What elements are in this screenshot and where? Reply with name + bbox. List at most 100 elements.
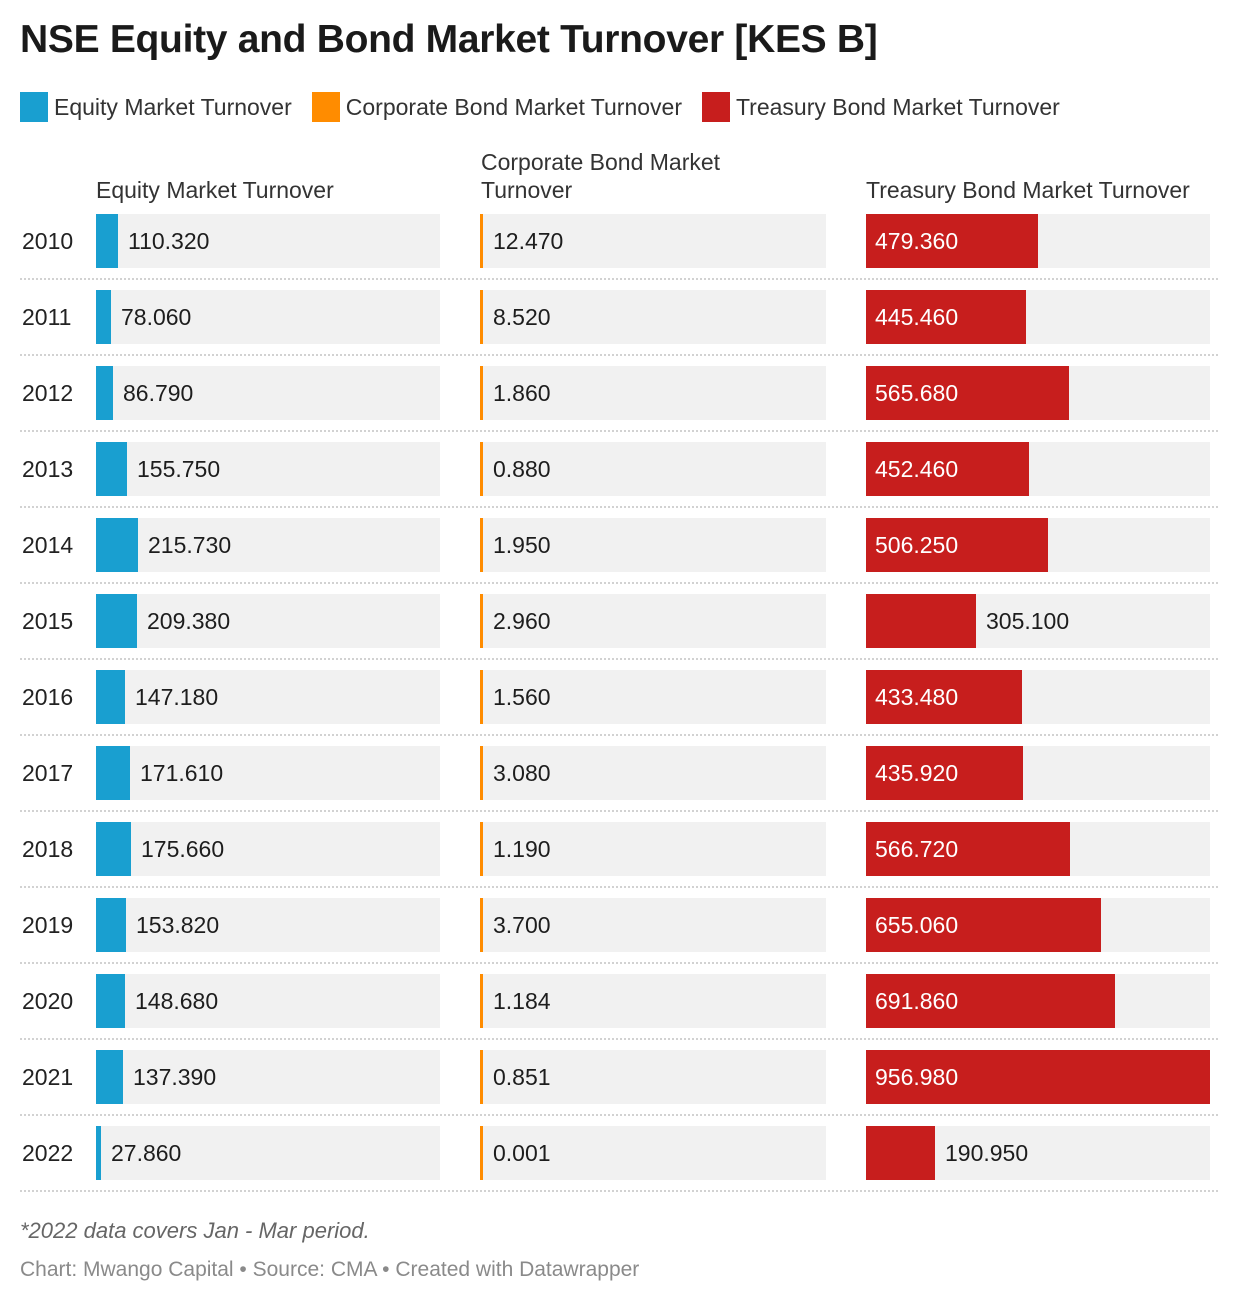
legend-item-treasury-bond: Treasury Bond Market Turnover bbox=[701, 92, 1060, 122]
value-label-equity: 147.180 bbox=[135, 684, 219, 710]
value-label-treasury-bond: 190.950 bbox=[945, 1140, 1029, 1166]
row-separator bbox=[20, 1190, 1218, 1192]
year-label: 2011 bbox=[22, 304, 72, 330]
chart-rows: 2010 110.320 12.470 479.360 2011 78.060 8.520 4… bbox=[20, 214, 1218, 1202]
bar-corporate-bond bbox=[480, 442, 483, 496]
row-separator bbox=[20, 506, 1218, 508]
bar-track-treasury-bond: 956.980 bbox=[866, 1050, 1210, 1104]
column-header-treasury-bond: Treasury Bond Market Turnover bbox=[866, 146, 1216, 204]
value-label-treasury-bond: 506.250 bbox=[875, 532, 959, 558]
table-row: 2015 209.380 2.960 305.100 bbox=[20, 594, 1218, 670]
value-label-corporate-bond: 0.880 bbox=[493, 456, 551, 482]
bar-treasury-bond bbox=[866, 214, 1038, 268]
table-row: 2022 27.860 0.001 190.950 bbox=[20, 1126, 1218, 1202]
bar-track-corporate-bond: 1.950 bbox=[480, 518, 826, 572]
table-row: 2016 147.180 1.560 433.480 bbox=[20, 670, 1218, 746]
bar-track-equity: 86.790 bbox=[96, 366, 440, 420]
column-header-corporate-bond: Corporate Bond Market Turnover bbox=[481, 146, 761, 204]
bar-corporate-bond bbox=[480, 670, 483, 724]
year-label: 2017 bbox=[22, 760, 74, 786]
value-label-equity: 209.380 bbox=[147, 608, 231, 634]
bar-track-equity: 147.180 bbox=[96, 670, 440, 724]
bar-track-corporate-bond: 0.851 bbox=[480, 1050, 826, 1104]
value-label-equity: 137.390 bbox=[133, 1064, 217, 1090]
bar-corporate-bond bbox=[480, 746, 483, 800]
bar-treasury-bond bbox=[866, 1126, 935, 1180]
table-row: 2017 171.610 3.080 435.920 bbox=[20, 746, 1218, 822]
bar-equity bbox=[96, 1126, 101, 1180]
column-header-equity-text: Equity Market Turnover bbox=[96, 177, 334, 203]
value-label-treasury-bond: 956.980 bbox=[875, 1064, 959, 1090]
legend-item-equity: Equity Market Turnover bbox=[20, 92, 292, 122]
value-label-treasury-bond: 305.100 bbox=[986, 608, 1070, 634]
bar-treasury-bond bbox=[866, 442, 1029, 496]
bar-track-equity: 175.660 bbox=[96, 822, 440, 876]
value-label-corporate-bond: 12.470 bbox=[493, 228, 564, 254]
year-label: 2020 bbox=[22, 988, 74, 1014]
row-separator bbox=[20, 1114, 1218, 1116]
value-label-corporate-bond: 3.700 bbox=[493, 912, 551, 938]
bar-track-corporate-bond: 1.190 bbox=[480, 822, 826, 876]
year-label: 2014 bbox=[22, 532, 74, 558]
bar-equity bbox=[96, 518, 138, 572]
bar-track-equity: 148.680 bbox=[96, 974, 440, 1028]
table-row: 2020 148.680 1.184 691.860 bbox=[20, 974, 1218, 1050]
bar-treasury-bond bbox=[866, 822, 1070, 876]
bar-equity bbox=[96, 746, 130, 800]
value-label-treasury-bond: 435.920 bbox=[875, 760, 959, 786]
table-row: 2014 215.730 1.950 506.250 bbox=[20, 518, 1218, 594]
value-label-corporate-bond: 2.960 bbox=[493, 608, 551, 634]
bar-equity bbox=[96, 974, 125, 1028]
bar-track-equity: 110.320 bbox=[96, 214, 440, 268]
value-label-equity: 153.820 bbox=[136, 912, 220, 938]
table-row: 2012 86.790 1.860 565.680 bbox=[20, 366, 1218, 442]
year-label: 2021 bbox=[22, 1064, 74, 1090]
bar-track-treasury-bond: 479.360 bbox=[866, 214, 1210, 268]
bar-treasury-bond bbox=[866, 898, 1101, 952]
bar-track-equity: 78.060 bbox=[96, 290, 440, 344]
value-label-equity: 27.860 bbox=[111, 1140, 182, 1166]
bar-track-corporate-bond: 3.700 bbox=[480, 898, 826, 952]
value-label-equity: 110.320 bbox=[128, 228, 210, 254]
bar-track-treasury-bond: 566.720 bbox=[866, 822, 1210, 876]
bar-track-equity: 155.750 bbox=[96, 442, 440, 496]
bar-track-equity: 209.380 bbox=[96, 594, 440, 648]
column-header-treasury-bond-text: Treasury Bond Market Turnover bbox=[866, 177, 1190, 203]
row-separator bbox=[20, 278, 1218, 280]
row-separator bbox=[20, 354, 1218, 356]
value-label-equity: 215.730 bbox=[148, 532, 232, 558]
bar-track-corporate-bond: 0.880 bbox=[480, 442, 826, 496]
legend-swatch-equity bbox=[20, 92, 48, 122]
footnote: *2022 data covers Jan - Mar period. bbox=[20, 1218, 370, 1243]
value-label-corporate-bond: 3.080 bbox=[493, 760, 551, 786]
value-label-equity: 171.610 bbox=[140, 760, 224, 786]
bar-track-corporate-bond: 12.470 bbox=[480, 214, 826, 268]
bar-track-corporate-bond: 1.560 bbox=[480, 670, 826, 724]
row-separator bbox=[20, 1038, 1218, 1040]
bar-treasury-bond bbox=[866, 746, 1023, 800]
bar-corporate-bond bbox=[480, 290, 483, 344]
bar-corporate-bond bbox=[480, 974, 483, 1028]
bar-track-treasury-bond: 445.460 bbox=[866, 290, 1210, 344]
bar-track-corporate-bond: 3.080 bbox=[480, 746, 826, 800]
bar-track-corporate-bond: 0.001 bbox=[480, 1126, 826, 1180]
legend-label-corporate-bond: Corporate Bond Market Turnover bbox=[345, 93, 682, 120]
value-label-treasury-bond: 445.460 bbox=[875, 304, 959, 330]
bar-treasury-bond bbox=[866, 518, 1048, 572]
bar-equity bbox=[96, 366, 113, 420]
bar-track-treasury-bond: 435.920 bbox=[866, 746, 1210, 800]
table-row: 2011 78.060 8.520 445.460 bbox=[20, 290, 1218, 366]
bar-corporate-bond bbox=[480, 594, 483, 648]
bar-corporate-bond bbox=[480, 366, 483, 420]
row-separator bbox=[20, 886, 1218, 888]
bar-track-corporate-bond: 2.960 bbox=[480, 594, 826, 648]
bar-track-equity: 153.820 bbox=[96, 898, 440, 952]
bar-track-treasury-bond: 565.680 bbox=[866, 366, 1210, 420]
year-label: 2012 bbox=[22, 380, 74, 406]
column-header-corporate-bond-text: Corporate Bond Market Turnover bbox=[481, 149, 721, 203]
value-label-treasury-bond: 479.360 bbox=[875, 228, 959, 254]
chart-title: NSE Equity and Bond Market Turnover [KES… bbox=[20, 18, 878, 61]
value-label-corporate-bond: 0.851 bbox=[493, 1064, 551, 1090]
row-separator bbox=[20, 658, 1218, 660]
bar-track-corporate-bond: 1.184 bbox=[480, 974, 826, 1028]
